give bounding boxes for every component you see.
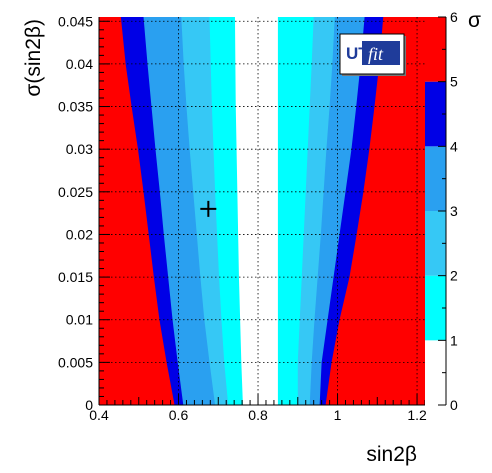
plot-area <box>99 17 425 405</box>
y-tick-label: 0.01 <box>66 312 93 328</box>
x-axis-title: sin2β <box>366 443 417 466</box>
logo-fit-box <box>362 41 400 65</box>
y-tick-label: 0.045 <box>58 13 93 29</box>
marker-layer <box>200 200 217 217</box>
region-level-1 <box>234 17 278 405</box>
logo-fit-text: fit <box>368 44 384 64</box>
y-tick-label: 0.035 <box>58 99 93 115</box>
colorbar-band <box>425 81 446 147</box>
colorbar-band <box>425 146 446 211</box>
colorbar-tick-label: 1 <box>450 332 458 348</box>
colorbar-band <box>425 275 446 341</box>
colorbar-tick-label: 4 <box>450 138 458 154</box>
grid-lines <box>99 17 425 405</box>
colorbar-title: σ <box>468 9 481 32</box>
x-tick-label: 1 <box>334 407 342 423</box>
colorbar-tick-label: 6 <box>450 9 458 25</box>
colorbar-tick-label: 5 <box>450 74 458 90</box>
x-tick-label: 0.8 <box>248 407 268 423</box>
colorbar-tick-label: 0 <box>450 397 458 413</box>
y-axis-title: σ(sin2β) <box>22 19 45 97</box>
y-tick-label: 0.005 <box>58 354 93 370</box>
colorbar: 0 1 2 3 4 5 6 <box>425 9 458 413</box>
colorbar-band <box>425 340 446 405</box>
axes: 0.4 0.6 0.8 1 1.2 0 0.005 0.01 0.015 0.02 0.025 0.0… <box>58 13 427 423</box>
y-tick-label: 0.03 <box>66 141 93 157</box>
y-tick-label: 0.04 <box>66 56 93 72</box>
y-tick-label: 0 <box>85 397 93 413</box>
y-tick-label: 0.025 <box>58 184 93 200</box>
utfit-logo: UT fit <box>339 33 406 76</box>
x-tick-label: 1.2 <box>407 407 427 423</box>
x-tick-label: 0.4 <box>89 407 109 423</box>
colorbar-band <box>425 211 446 276</box>
colorbar-tick-label: 2 <box>450 268 458 284</box>
y-tick-label: 0.015 <box>58 269 93 285</box>
logo-ut-text: UT <box>346 44 369 63</box>
colorbar-band <box>425 17 446 82</box>
colorbar-tick-label: 3 <box>450 203 458 219</box>
x-tick-label: 0.6 <box>169 407 189 423</box>
y-tick-label: 0.02 <box>66 226 93 242</box>
